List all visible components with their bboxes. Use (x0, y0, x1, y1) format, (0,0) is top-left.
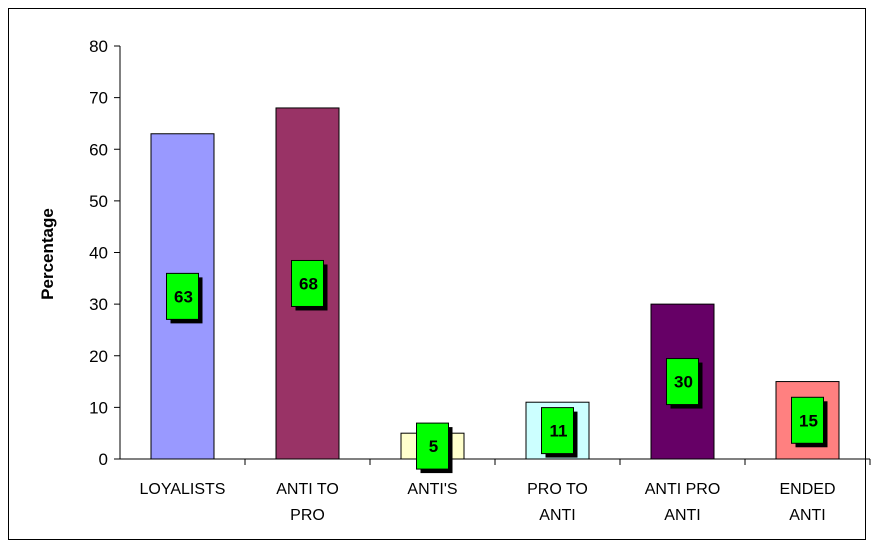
y-tick-label: 40 (89, 244, 108, 263)
svg-text:15: 15 (799, 411, 818, 430)
data-label: 15 (791, 396, 828, 448)
data-label: 68 (291, 259, 328, 311)
data-label: 5 (416, 422, 453, 474)
svg-text:11: 11 (550, 422, 568, 441)
data-label: 11 (541, 407, 578, 458)
category-label: ANTI'S (407, 481, 457, 498)
data-label: 63 (166, 272, 203, 324)
y-tick-label: 60 (89, 140, 108, 159)
category-label: LOYALISTS (140, 481, 226, 498)
x-categories: LOYALISTS ANTI TO PRO ANTI'S PRO TO ANTI ANTI … (140, 459, 871, 524)
axes (119, 46, 870, 460)
svg-text:5: 5 (429, 437, 438, 456)
data-label: 30 (666, 358, 703, 409)
y-tick-label: 0 (99, 450, 108, 469)
y-tick-label: 20 (89, 347, 108, 366)
y-axis-label: Percentage (38, 208, 57, 300)
svg-text:30: 30 (674, 373, 693, 392)
y-tick-label: 50 (89, 192, 108, 211)
category-label: ENDED ANTI (779, 481, 835, 524)
data-labels: 63 68 5 11 30 15 (166, 259, 828, 474)
category-label: PRO TO ANTI (527, 481, 588, 524)
y-ticks: 0 10 20 30 40 50 60 70 80 (89, 37, 120, 469)
y-tick-label: 10 (89, 398, 108, 417)
svg-text:63: 63 (174, 287, 193, 306)
y-tick-label: 30 (89, 295, 108, 314)
category-label: ANTI PRO ANTI (645, 481, 721, 524)
svg-text:68: 68 (299, 274, 318, 293)
bars (150, 107, 840, 460)
y-tick-label: 80 (89, 37, 108, 56)
category-label: ANTI TO PRO (276, 481, 339, 524)
y-tick-label: 70 (89, 89, 108, 108)
